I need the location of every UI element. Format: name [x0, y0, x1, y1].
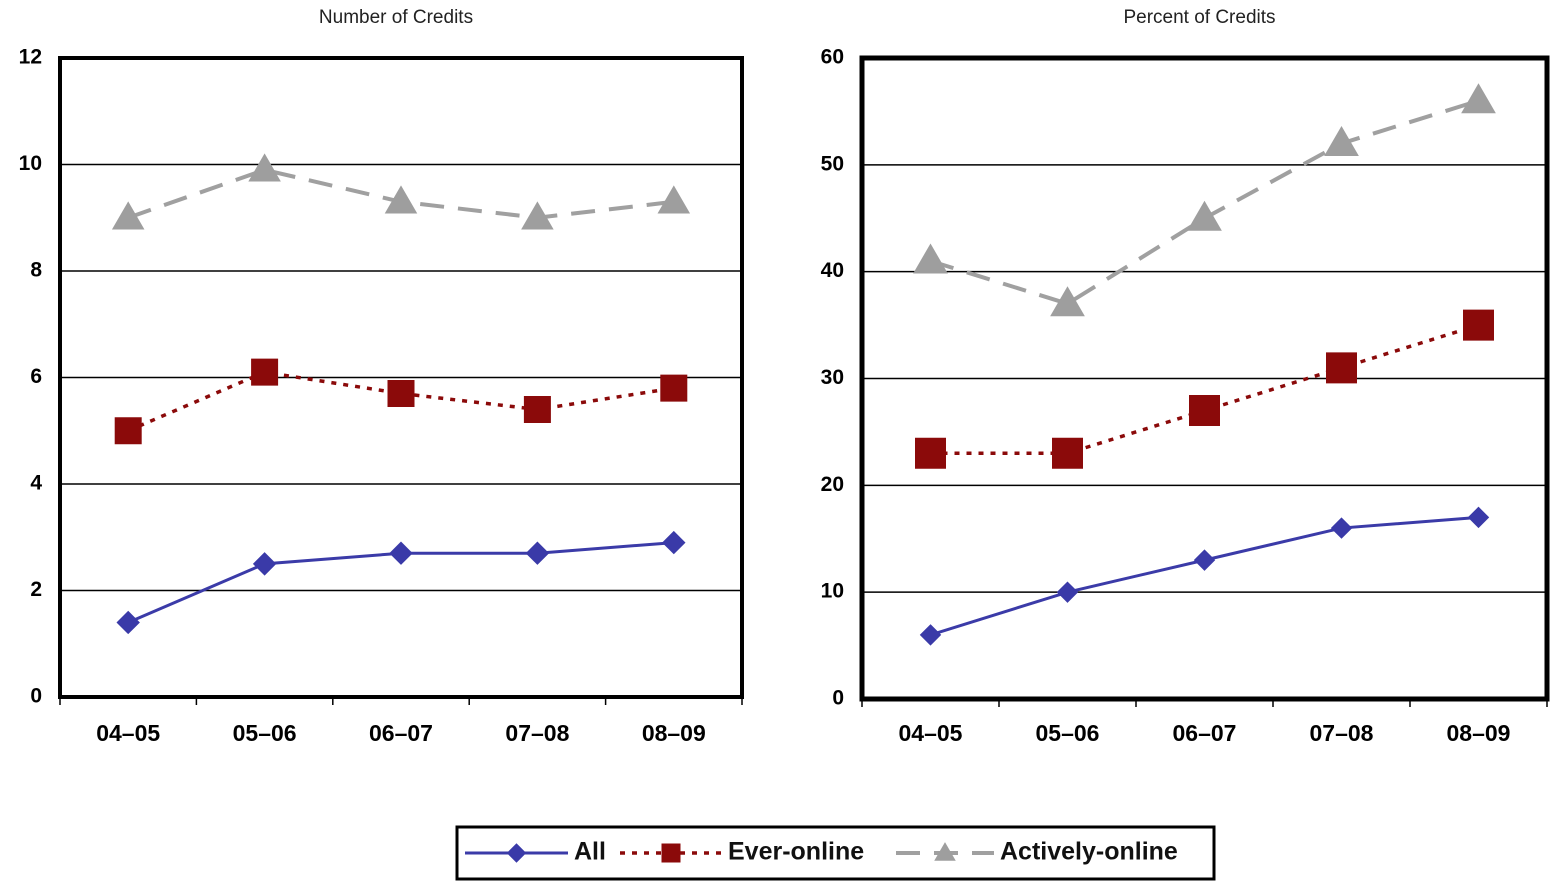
y-tick-label: 2	[30, 578, 42, 601]
x-tick-label: 08–09	[1447, 720, 1511, 746]
data-point	[1187, 200, 1222, 231]
data-point	[1463, 309, 1494, 341]
data-point	[116, 610, 140, 635]
data-point	[1330, 517, 1353, 539]
y-tick-label: 50	[821, 152, 844, 175]
y-tick-label: 10	[821, 580, 844, 603]
chart-title: Number of Credits	[319, 7, 473, 28]
y-tick-label: 4	[30, 472, 42, 495]
data-point	[248, 153, 281, 182]
legend-marker	[506, 843, 527, 863]
data-point	[913, 243, 948, 274]
x-tick-label: 07–08	[505, 720, 569, 746]
x-tick-label: 07–08	[1310, 720, 1374, 746]
data-point	[1189, 395, 1220, 427]
legend-label: All	[574, 838, 606, 866]
data-point	[114, 417, 142, 445]
plot-border	[58, 56, 744, 699]
data-point	[389, 541, 413, 565]
data-point	[657, 185, 691, 214]
x-tick-label: 04–05	[899, 720, 963, 746]
y-tick-label: 40	[821, 259, 844, 282]
chart-title: Percent of Credits	[1123, 7, 1275, 28]
series-line	[127, 370, 675, 433]
data-point	[523, 395, 551, 423]
legend-label: Actively-online	[1000, 838, 1178, 866]
data-point	[384, 185, 418, 214]
data-point	[387, 379, 415, 407]
x-tick-label: 05–06	[1036, 720, 1100, 746]
y-tick-label: 30	[821, 366, 844, 389]
data-point	[252, 552, 277, 576]
data-point	[1461, 83, 1496, 114]
y-tick-label: 8	[30, 259, 42, 282]
data-point	[915, 437, 946, 469]
data-point	[1052, 437, 1083, 469]
y-tick-label: 6	[30, 365, 42, 388]
legend-marker	[934, 842, 956, 861]
y-tick-label: 12	[19, 46, 42, 69]
data-point	[662, 530, 686, 555]
data-point	[111, 201, 145, 230]
data-point	[251, 358, 279, 386]
data-point	[1193, 549, 1216, 571]
y-tick-label: 60	[821, 46, 844, 69]
data-point	[1050, 286, 1085, 317]
plot-border	[859, 55, 1550, 702]
data-point	[1326, 352, 1357, 384]
data-point	[919, 624, 942, 646]
x-tick-label: 08–09	[642, 720, 706, 746]
x-tick-label: 06–07	[1173, 720, 1237, 746]
data-point	[1056, 581, 1079, 603]
y-tick-label: 0	[30, 685, 42, 708]
legend-label: Ever-online	[728, 838, 864, 866]
data-point	[1467, 506, 1490, 529]
y-tick-label: 10	[19, 152, 42, 175]
data-point	[1324, 125, 1359, 156]
data-point	[525, 541, 550, 565]
x-tick-label: 06–07	[369, 720, 433, 746]
data-point	[521, 201, 554, 230]
x-tick-label: 05–06	[233, 720, 297, 746]
y-tick-label: 20	[821, 473, 844, 496]
x-tick-label: 04–05	[96, 720, 160, 746]
data-point	[660, 374, 688, 402]
y-tick-label: 0	[832, 687, 844, 710]
legend-marker	[661, 843, 681, 863]
legend-box	[455, 825, 1216, 881]
